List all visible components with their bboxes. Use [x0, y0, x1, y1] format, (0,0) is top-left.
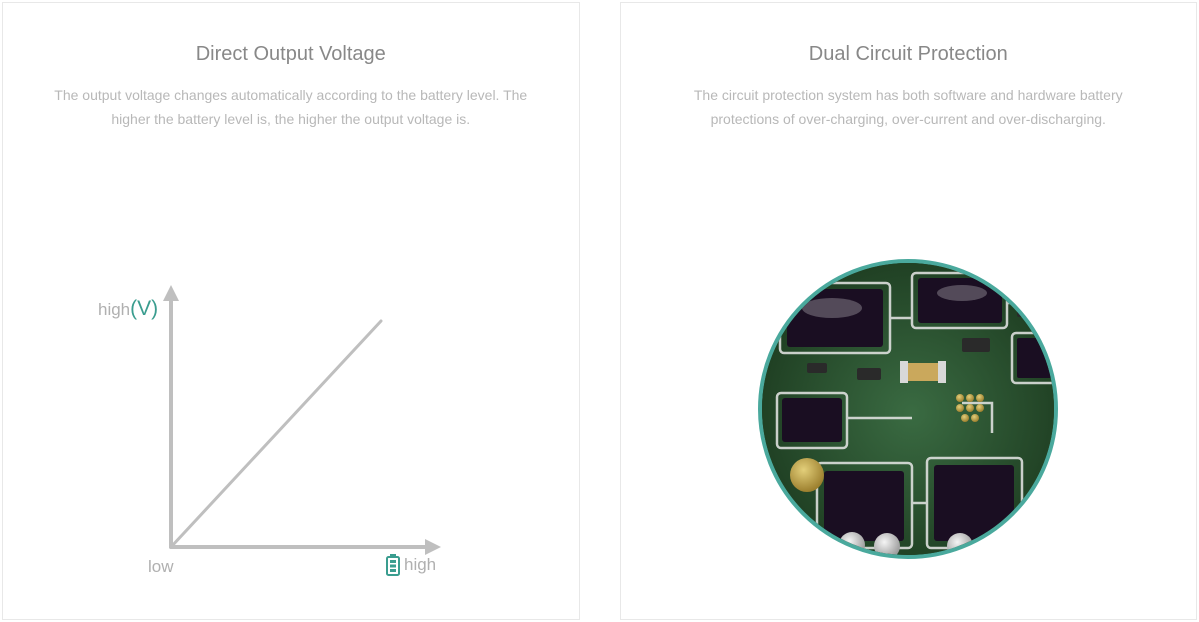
card-title: Dual Circuit Protection [651, 43, 1167, 66]
battery-icon [386, 554, 400, 576]
pcb-circle-photo [758, 259, 1058, 559]
card-description: The output voltage changes automatically… [33, 84, 549, 132]
y-axis-label: high(V) [98, 297, 158, 321]
card-title: Direct Output Voltage [33, 43, 549, 66]
voltage-chart: high(V) low high [43, 279, 443, 579]
chart-svg [43, 279, 443, 579]
pcb-illustration [762, 263, 1058, 559]
x-axis-low-label: low [148, 557, 174, 577]
y-axis-unit: (V) [130, 297, 158, 320]
x-axis-high-label: high [404, 555, 436, 575]
dual-circuit-protection-card: Dual Circuit Protection The circuit prot… [620, 2, 1198, 620]
direct-output-voltage-card: Direct Output Voltage The output voltage… [2, 2, 580, 620]
card-description: The circuit protection system has both s… [651, 84, 1167, 132]
x-axis-high-label-group: high [386, 554, 436, 576]
cards-row: Direct Output Voltage The output voltage… [0, 0, 1199, 622]
y-axis-prefix: high [98, 300, 130, 319]
